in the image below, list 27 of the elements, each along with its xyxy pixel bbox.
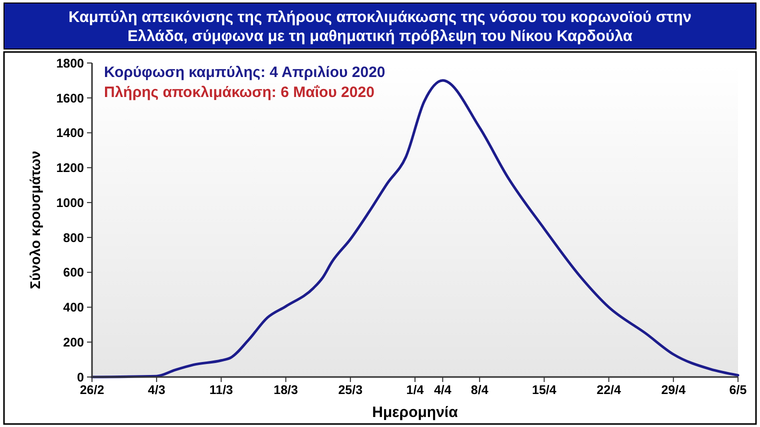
x-tick-label: 8/4 <box>470 383 488 397</box>
x-tick-label: 6/5 <box>729 383 747 397</box>
x-tick-label: 11/3 <box>209 383 234 397</box>
chart-title: Καμπύλη απεικόνισης της πλήρους αποκλιμάκωσης της νόσου του κορωνοϊού στην Ελλάδα, σύμφωνα με τη μαθηματική πρόβλεψη του Νίκου Καρδούλα <box>68 9 692 45</box>
y-axis-title: Σύνολο κρουσμάτων <box>27 150 43 290</box>
y-tick-label: 800 <box>63 230 84 245</box>
y-tick-label: 1800 <box>56 56 84 70</box>
y-tick-label: 0 <box>77 370 84 384</box>
x-tick-label: 26/2 <box>80 383 104 397</box>
y-tick-label: 1000 <box>56 196 84 210</box>
x-tick-label: 15/4 <box>532 383 556 397</box>
y-tick-label: 1600 <box>56 91 84 106</box>
x-tick-label: 22/4 <box>596 383 622 397</box>
x-tick-label: 4/4 <box>434 383 452 397</box>
x-tick-label: 4/3 <box>148 383 166 397</box>
x-tick-label: 1/4 <box>406 383 424 397</box>
y-tick-label: 600 <box>63 266 84 280</box>
y-tick-label: 400 <box>63 300 84 315</box>
x-tick-label: 18/3 <box>274 383 298 397</box>
x-tick-label: 25/3 <box>338 383 363 397</box>
annotation: Κορύφωση καμπύλης: 4 Απριλίου 2020 <box>104 64 386 81</box>
y-tick-label: 200 <box>63 335 84 350</box>
x-tick-label: 29/4 <box>661 383 686 397</box>
y-tick-label: 1400 <box>56 126 84 140</box>
y-tick-label: 1200 <box>56 161 84 176</box>
annotation: Πλήρης αποκλιμάκωση: 6 Μαΐου 2020 <box>104 84 374 101</box>
x-axis-title: Ημερομηνία <box>372 404 459 421</box>
